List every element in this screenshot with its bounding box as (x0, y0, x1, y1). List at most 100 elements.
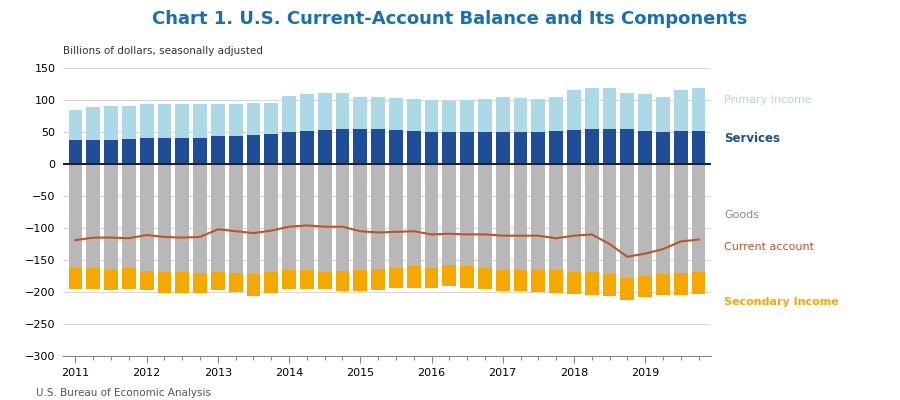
Bar (158, 104, 171, 138)
Bar (443, 265, 456, 286)
Bar (300, 131, 314, 164)
Text: Chart 1. U.S. Current-Account Balance and Its Components: Chart 1. U.S. Current-Account Balance an… (152, 10, 748, 28)
Text: Secondary Income: Secondary Income (724, 297, 839, 306)
Bar (211, 272, 225, 290)
Bar (176, 138, 189, 164)
Bar (371, 269, 385, 290)
Bar (140, 164, 154, 271)
Bar (425, 164, 438, 268)
Bar (656, 164, 670, 274)
Bar (354, 270, 367, 291)
Bar (229, 104, 243, 136)
Bar (549, 131, 563, 164)
Bar (407, 131, 420, 164)
Bar (194, 273, 207, 293)
Bar (443, 132, 456, 164)
Bar (104, 270, 118, 290)
Bar (691, 272, 706, 294)
Bar (265, 102, 278, 134)
Bar (567, 130, 580, 164)
Bar (674, 164, 688, 273)
Bar (389, 130, 403, 164)
Bar (211, 104, 225, 136)
Bar (389, 164, 403, 268)
Bar (531, 164, 545, 270)
Bar (638, 94, 652, 131)
Bar (496, 132, 509, 164)
Bar (318, 164, 331, 272)
Bar (371, 164, 385, 269)
Bar (603, 164, 616, 274)
Bar (389, 98, 403, 130)
Bar (425, 268, 438, 288)
Bar (247, 164, 260, 274)
Bar (674, 90, 688, 131)
Bar (282, 96, 296, 132)
Bar (140, 271, 154, 290)
Bar (140, 104, 154, 138)
Bar (229, 136, 243, 164)
Bar (318, 272, 331, 290)
Bar (531, 270, 545, 292)
Bar (407, 164, 420, 266)
Bar (620, 93, 634, 130)
Bar (549, 164, 563, 270)
Bar (371, 130, 385, 164)
Bar (158, 272, 171, 293)
Bar (478, 132, 492, 164)
Bar (407, 266, 420, 288)
Bar (371, 98, 385, 130)
Bar (531, 132, 545, 164)
Bar (460, 266, 474, 288)
Bar (122, 164, 136, 268)
Bar (282, 132, 296, 164)
Bar (211, 164, 225, 272)
Bar (282, 164, 296, 270)
Bar (620, 130, 634, 164)
Bar (425, 132, 438, 164)
Bar (122, 106, 136, 139)
Bar (354, 130, 367, 164)
Bar (638, 164, 652, 276)
Bar (318, 93, 331, 130)
Bar (211, 136, 225, 164)
Bar (140, 138, 154, 164)
Bar (86, 164, 100, 268)
Bar (443, 101, 456, 132)
Bar (585, 88, 598, 130)
Bar (549, 97, 563, 131)
Bar (265, 134, 278, 164)
Bar (567, 90, 580, 130)
Bar (229, 273, 243, 292)
Bar (68, 268, 83, 290)
Bar (247, 134, 260, 164)
Bar (336, 164, 349, 271)
Bar (247, 274, 260, 296)
Bar (194, 104, 207, 138)
Bar (194, 138, 207, 164)
Bar (158, 138, 171, 164)
Bar (425, 100, 438, 132)
Bar (176, 164, 189, 272)
Bar (86, 107, 100, 140)
Bar (354, 98, 367, 130)
Bar (674, 131, 688, 164)
Bar (531, 99, 545, 132)
Text: U.S. Bureau of Economic Analysis: U.S. Bureau of Economic Analysis (36, 388, 211, 398)
Bar (656, 97, 670, 132)
Bar (104, 106, 118, 140)
Bar (443, 164, 456, 265)
Bar (318, 130, 331, 164)
Bar (478, 99, 492, 132)
Bar (638, 131, 652, 164)
Bar (176, 104, 189, 138)
Bar (674, 273, 688, 294)
Bar (460, 100, 474, 132)
Bar (585, 272, 598, 294)
Bar (229, 164, 243, 273)
Bar (460, 132, 474, 164)
Bar (656, 132, 670, 164)
Bar (567, 164, 580, 272)
Bar (68, 140, 83, 164)
Bar (336, 271, 349, 291)
